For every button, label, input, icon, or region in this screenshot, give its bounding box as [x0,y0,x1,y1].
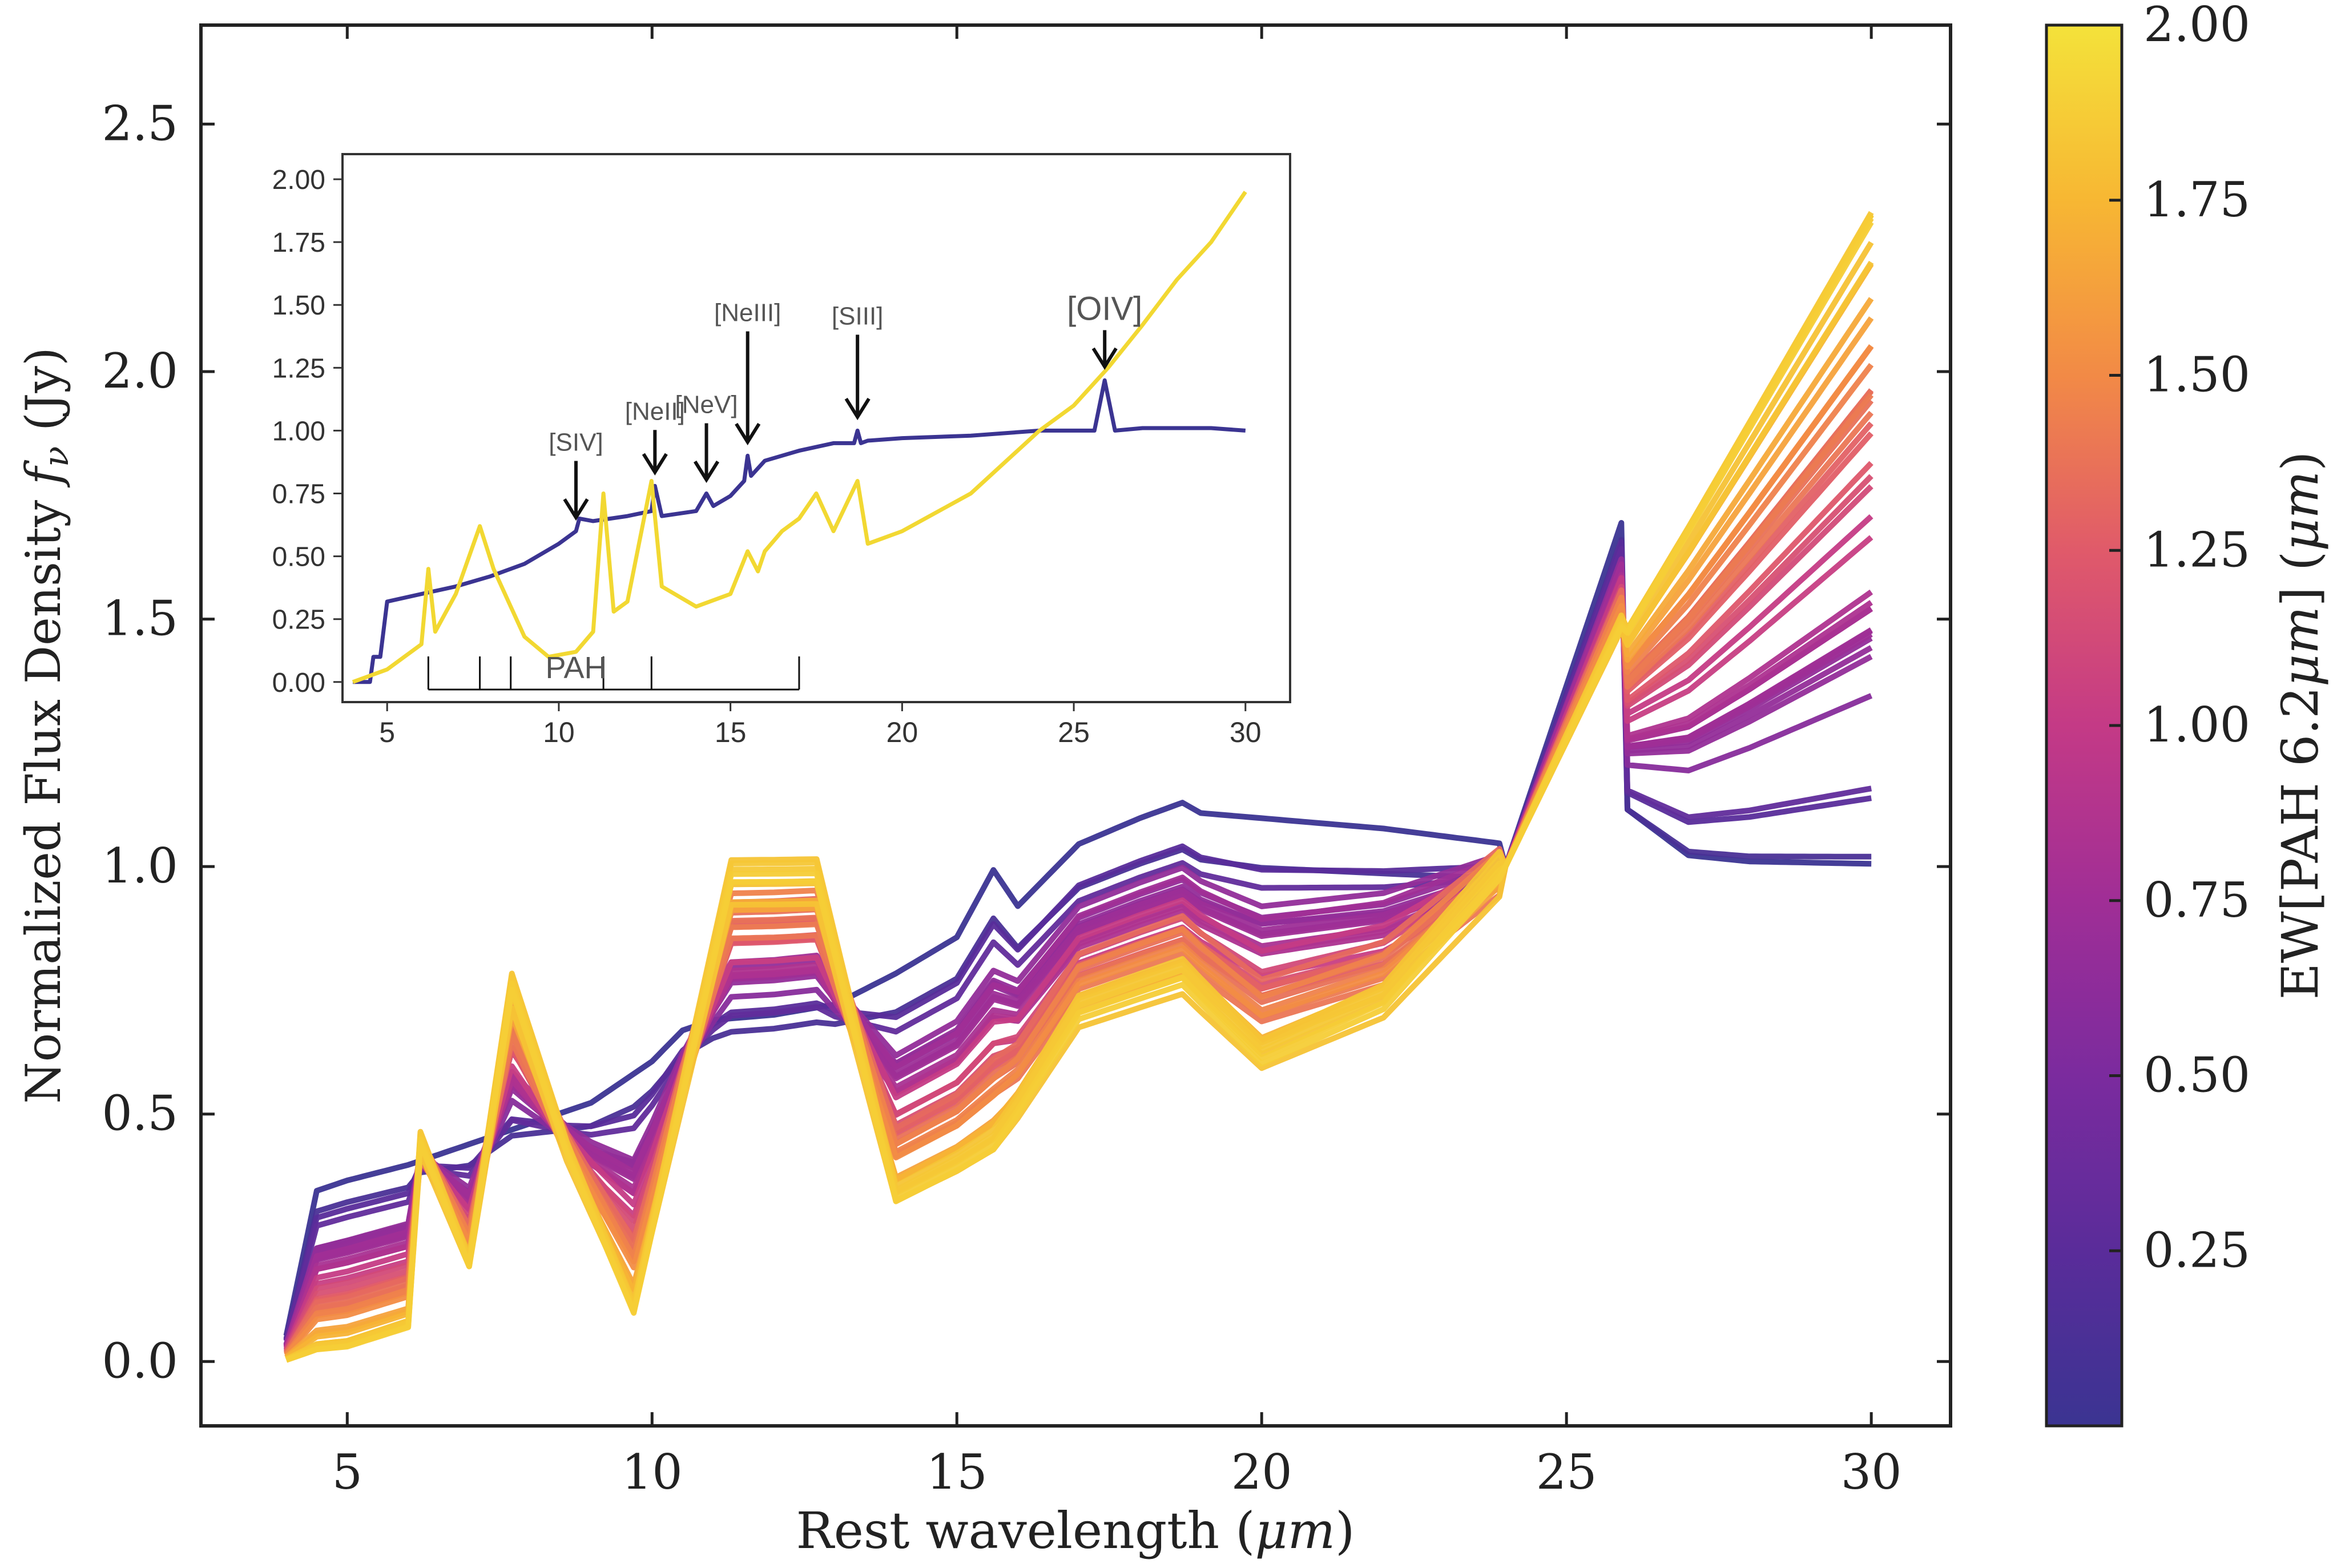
inset-x-tick-label: 15 [715,716,747,748]
inset-y-tick-label: 1.75 [272,228,325,258]
spectrum-line-39 [285,220,1874,1363]
annotation-arrow-head [563,498,589,521]
inset-y-tick-label: 1.00 [272,416,325,446]
main-x-ticks: 5 10 15 20 25 30 [332,25,1902,1500]
colorbar-tick-label: 0.50 [2143,1047,2250,1103]
inset-y-tick-label: 1.50 [272,291,325,321]
inset-x-tick-label: 5 [379,716,395,748]
annotation-label: [SIV] [549,429,603,457]
annotation-arrow-head [735,422,761,446]
inset-y-tick-label: 0.25 [272,605,325,635]
inset-series-agn [353,378,1246,684]
annotation-label: [NeV] [675,390,738,418]
annotation-label: [NeIII] [714,299,781,327]
inset-y-tick-label: 0.00 [272,668,325,698]
annotation-label: [SIII] [832,302,883,330]
inset-x-tick-label: 30 [1230,716,1262,748]
main-x-tick-label: 15 [926,1444,988,1500]
colorbar-ticks: 0.25 0.50 0.75 1.00 1.25 1.50 1.75 2.00 [2109,0,2250,1278]
main-series-group [283,211,1874,1363]
inset-y-tick-label: 2.00 [272,165,325,195]
annotation-arrow-head [1091,347,1118,370]
inset-y-ticks: 0.00 0.25 0.50 0.75 1.00 1.25 1.50 1.75 2.00 [272,165,343,698]
colorbar: 0.25 0.50 0.75 1.00 1.25 1.50 1.75 2.00 EW[PAH … [2045,0,2330,1428]
inset-x-tick-label: 10 [543,716,575,748]
main-x-tick-label: 30 [1841,1444,1902,1500]
colorbar-tick-label: 2.00 [2143,0,2250,53]
inset-pah-markers: PAH [427,651,800,691]
main-x-tick-label: 25 [1536,1444,1597,1500]
main-y-tick-label: 1.5 [102,591,178,647]
inset-series-group [352,191,1247,684]
colorbar-tick-label: 0.75 [2143,872,2250,928]
inset-y-tick-label: 0.50 [272,542,325,573]
inset-x-tick-label: 25 [1058,716,1090,748]
main-axes-frame [199,23,1952,1428]
annotation-arrow-head [844,397,871,421]
main-x-tick-label: 10 [622,1444,683,1500]
main-x-tick-label: 20 [1231,1444,1292,1500]
inset-y-tick-label: 0.75 [272,479,325,509]
inset-plot: 5 10 15 20 25 30 0.00 0.25 0.50 0.75 1.00 1.25 1.50… [272,153,1291,748]
main-x-tick-label: 5 [332,1444,362,1500]
annotation-label: [OIV] [1067,290,1142,327]
annotation-label: [NeII] [625,397,685,425]
inset-x-ticks: 5 10 15 20 25 30 [379,702,1262,748]
main-y-tick-label: 1.0 [102,838,178,894]
main-y-tick-label: 2.0 [102,343,178,399]
inset-x-tick-label: 20 [887,716,918,748]
annotation-arrow-head [693,460,720,483]
annotation-arrow-head [642,453,668,475]
colorbar-tick-label: 1.75 [2143,172,2250,228]
main-y-axis-label: Normalized Flux Density fν (Jy) [15,347,76,1103]
main-y-ticks: 0.0 0.5 1.0 1.5 2.0 2.5 [102,95,1951,1389]
inset-line-annotations: [SIV] [NeII][NeV] [NeIII] [SIII] [OIV] [549,290,1142,521]
main-plot: 5 10 15 20 25 30 0.0 0.5 1.0 1.5 2.0 2.5 Rest wave… [15,23,1952,1560]
colorbar-tick-label: 1.00 [2143,697,2250,753]
colorbar-tick-label: 1.25 [2143,522,2250,578]
inset-series-starburst [352,191,1247,684]
main-y-tick-label: 0.0 [102,1333,178,1389]
colorbar-label: EW[PAH 6.2μm] (μm) [2271,452,2330,1000]
main-x-axis-label: Rest wavelength (μm) [796,1501,1355,1560]
main-y-tick-label: 0.5 [102,1086,178,1142]
colorbar-tick-label: 0.25 [2143,1222,2250,1278]
pah-label: PAH [545,651,606,685]
colorbar-tick-label: 1.50 [2143,347,2250,403]
main-y-tick-label: 2.5 [102,95,178,151]
inset-y-tick-label: 1.25 [272,353,325,384]
